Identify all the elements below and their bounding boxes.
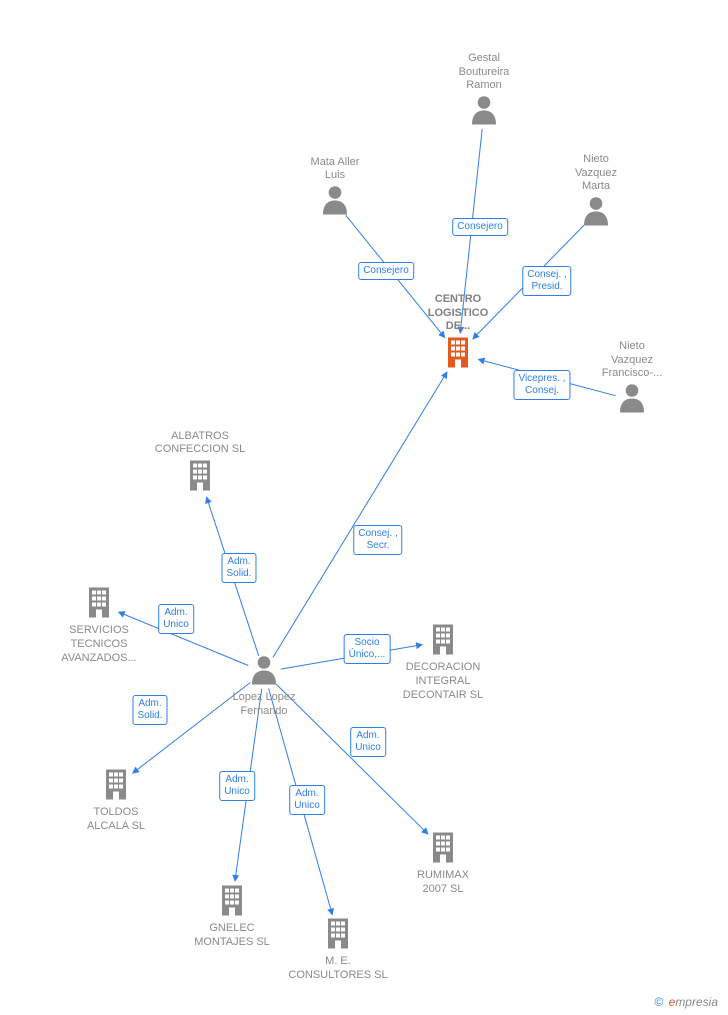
- edge-label[interactable]: Adm. Unico: [289, 785, 325, 815]
- building-icon[interactable]: [186, 459, 214, 496]
- node-label: SERVICIOS TECNICOS AVANZADOS...: [29, 624, 169, 665]
- edge-label[interactable]: Adm. Unico: [350, 727, 386, 757]
- edge-label[interactable]: Consejero: [358, 262, 414, 280]
- building-icon[interactable]: [429, 831, 457, 868]
- edge-label[interactable]: Consejero: [452, 218, 508, 236]
- edge-label[interactable]: Consej. , Secr.: [353, 525, 402, 555]
- copyright-symbol: ©: [654, 995, 663, 1009]
- node-label: Nieto Vazquez Marta: [526, 153, 666, 194]
- building-icon[interactable]: [218, 884, 246, 921]
- edge-label[interactable]: Adm. Solid.: [221, 553, 256, 583]
- edge-label[interactable]: Adm. Unico: [219, 771, 255, 801]
- footer-credit: © empresia: [654, 995, 718, 1009]
- node-label: ALBATROS CONFECCION SL: [130, 430, 270, 458]
- person-icon[interactable]: [321, 185, 349, 220]
- node-label: DECORACION INTEGRAL DECONTAIR SL: [373, 661, 513, 702]
- person-icon[interactable]: [470, 95, 498, 130]
- building-icon[interactable]: [324, 917, 352, 954]
- building-icon[interactable]: [85, 586, 113, 623]
- edge-label[interactable]: Consej. , Presid.: [522, 266, 571, 296]
- building-icon[interactable]: [429, 623, 457, 660]
- edge-line: [273, 372, 447, 658]
- person-icon[interactable]: [250, 655, 278, 690]
- node-label: Mata Aller Luis: [265, 156, 405, 184]
- edge-label[interactable]: Socio Único,...: [344, 634, 391, 664]
- brand-rest: mpresia: [675, 995, 718, 1009]
- edge-label[interactable]: Vicepres. , Consej.: [513, 370, 570, 400]
- edge-label[interactable]: Adm. Solid.: [132, 695, 167, 725]
- node-label: RUMIMAX 2007 SL: [373, 869, 513, 897]
- node-label: Nieto Vazquez Francisco-...: [562, 340, 702, 381]
- node-label: Gestal Boutureira Ramon: [414, 52, 554, 93]
- node-label: Lopez Lopez Fernando: [194, 691, 334, 719]
- person-icon[interactable]: [582, 196, 610, 231]
- person-icon[interactable]: [618, 383, 646, 418]
- node-label: M. E. CONSULTORES SL: [268, 955, 408, 983]
- node-label: CENTRO LOGISTICO DE...: [388, 293, 528, 334]
- node-label: GNELEC MONTAJES SL: [162, 922, 302, 950]
- node-label: TOLDOS ALCALA SL: [46, 806, 186, 834]
- building-icon[interactable]: [102, 768, 130, 805]
- building-icon[interactable]: [444, 336, 472, 373]
- edge-label[interactable]: Adm. Unico: [158, 604, 194, 634]
